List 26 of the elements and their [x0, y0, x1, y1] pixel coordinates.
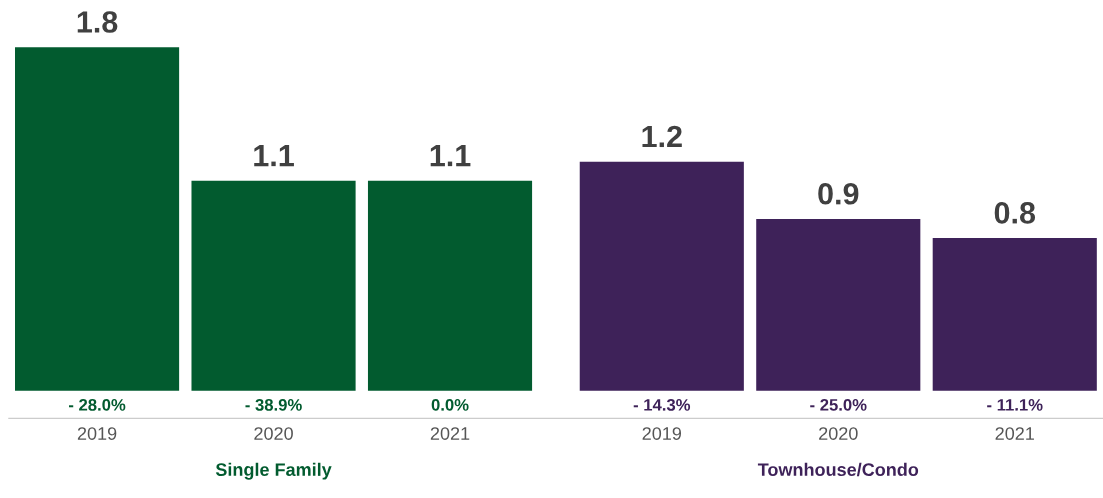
data-label: 1.8 — [77, 11, 118, 33]
text: - 14.3% — [633, 398, 691, 411]
data-label: 0.9 — [818, 182, 859, 205]
x-tick-label: 2021 — [430, 427, 470, 440]
text: Single Family — [215, 462, 332, 480]
x-tick-label: 2021 — [995, 427, 1034, 440]
text: - 25.0% — [810, 398, 867, 411]
data-label: 0.8 — [994, 202, 1036, 224]
text: - 28.0% — [69, 398, 126, 411]
text: Townhouse/Condo — [757, 462, 919, 477]
x-tick-label: 2019 — [642, 427, 682, 440]
text: 0.0% — [431, 398, 469, 411]
text: - 11.1% — [987, 399, 1043, 411]
bar — [15, 47, 180, 391]
data-label: 1.1 — [254, 145, 294, 167]
x-tick-label: 2020 — [819, 427, 858, 440]
bar — [367, 180, 533, 391]
bar — [932, 238, 1097, 391]
x-tick-label: 2019 — [77, 427, 117, 440]
bar — [756, 219, 921, 391]
data-label: 1.2 — [642, 125, 682, 148]
text: - 38.9% — [245, 398, 302, 411]
data-label: 1.1 — [430, 145, 471, 167]
bar — [579, 161, 744, 391]
x-tick-label: 2020 — [254, 427, 293, 440]
bar — [191, 180, 356, 391]
